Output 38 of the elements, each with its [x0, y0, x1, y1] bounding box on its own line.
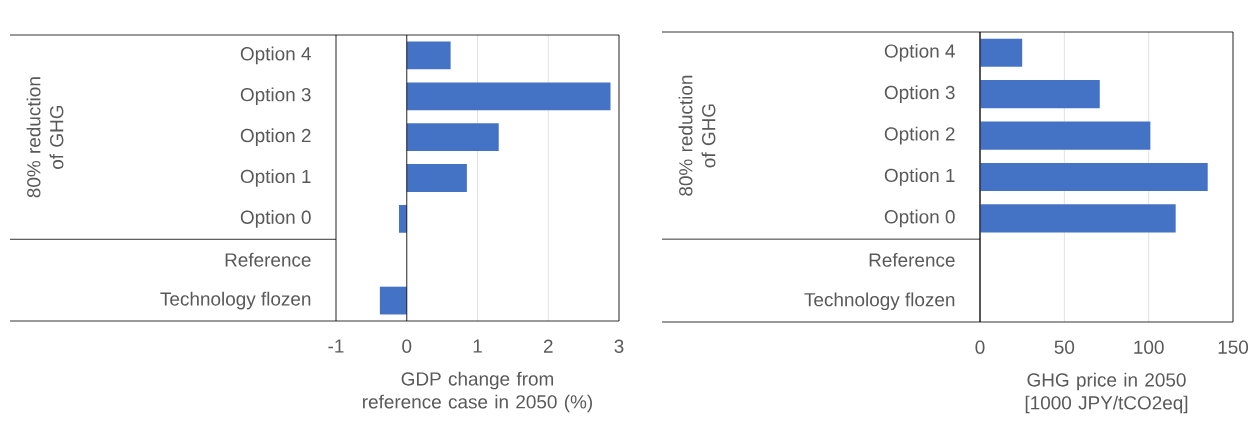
- y-tick-label: Option 0: [884, 209, 955, 228]
- y-tick-label: Reference: [869, 252, 955, 267]
- x-tick-label: 100: [1134, 340, 1164, 354]
- x-tick-label: 2: [543, 339, 553, 353]
- x-tick-label: 3: [614, 339, 624, 353]
- y-tick-label: Reference: [225, 252, 311, 267]
- y-tick-label: Option 2: [240, 128, 311, 146]
- y-tick-label: Technology flozen: [804, 292, 955, 311]
- bar: [398, 204, 407, 233]
- bar: [980, 204, 1176, 233]
- text: 80% reduction of GHG: [678, 75, 716, 196]
- y-tick-label: Technology flozen: [160, 291, 311, 310]
- bar: [379, 286, 407, 315]
- y-tick-label: Option 3: [884, 85, 955, 103]
- bar: [406, 41, 451, 70]
- bar: [406, 123, 499, 152]
- x-tick-label: 1: [473, 339, 482, 353]
- bar: [980, 162, 1208, 192]
- y-tick-label: Option 3: [240, 87, 311, 106]
- x-axis-title: GHG price in 2050 [1000 JPY/tCO2eq]: [1025, 372, 1188, 414]
- bar: [406, 82, 611, 111]
- y-tick-label: Option 4: [884, 43, 955, 62]
- x-tick-label: 50: [1054, 340, 1075, 354]
- x-tick-label: -1: [328, 339, 344, 353]
- x-axis-title: GDP change from reference case in 2050 (%): [363, 371, 593, 413]
- x-tick-label: 0: [402, 339, 412, 353]
- bar: [980, 80, 1100, 109]
- x-tick-label: 150: [1218, 340, 1249, 354]
- bar: [980, 38, 1023, 67]
- x-tick-label: 0: [975, 340, 985, 354]
- y-tick-label: Option 2: [884, 126, 955, 145]
- bar: [980, 121, 1151, 150]
- y-tick-label: Option 1: [240, 169, 311, 187]
- y-tick-label: Option 0: [240, 210, 311, 228]
- bar: [406, 164, 467, 192]
- y-tick-label: Option 4: [240, 46, 311, 65]
- y-tick-label: Option 1: [884, 168, 955, 186]
- text: 80% reduction of GHG: [26, 77, 64, 198]
